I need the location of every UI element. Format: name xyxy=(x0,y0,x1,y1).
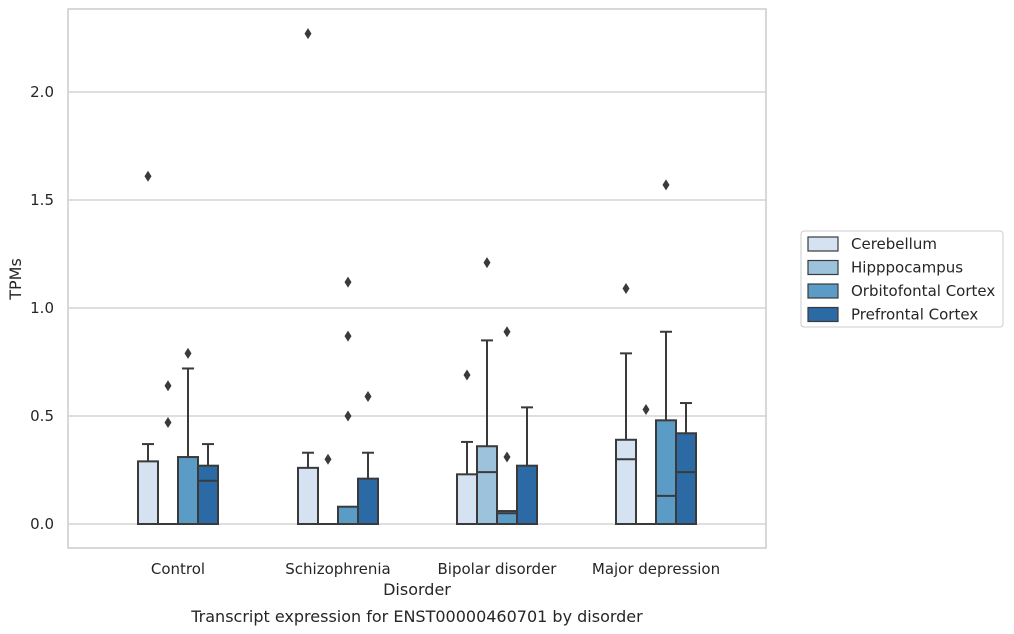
outlier-point xyxy=(642,404,650,416)
legend-item: Cerebellum xyxy=(807,235,937,253)
box-3-2 xyxy=(516,406,538,525)
boxes-layer xyxy=(137,28,697,526)
legend-label: Hipppocampus xyxy=(851,259,963,277)
box-body xyxy=(456,473,478,526)
box-body xyxy=(516,464,538,525)
legend-swatch xyxy=(807,306,839,323)
outlier-point xyxy=(184,347,192,359)
outlier-point xyxy=(344,276,352,288)
outlier-point xyxy=(662,179,670,191)
x-tick-label: Major depression xyxy=(592,560,720,578)
chart-caption: Transcript expression for ENST0000046070… xyxy=(190,607,643,626)
y-tick-label: 0.5 xyxy=(30,407,54,425)
legend-item: Orbitofontal Cortex xyxy=(807,282,995,300)
outlier-point xyxy=(164,416,172,428)
outlier-point xyxy=(503,451,511,463)
y-tick-label: 0.0 xyxy=(30,515,54,533)
box-0-0 xyxy=(137,170,159,525)
x-tick-label: Schizophrenia xyxy=(285,560,390,578)
box-body xyxy=(197,464,219,525)
y-tick-label: 1.5 xyxy=(30,191,54,209)
x-axis-ticks: Control Schizophrenia Bipolar disorder Majo… xyxy=(151,560,720,578)
box-0-1 xyxy=(297,28,319,525)
legend-item: Prefrontal Cortex xyxy=(807,306,978,324)
box-2-2 xyxy=(496,326,518,526)
y-axis-ticks: 0.0 0.5 1.0 1.5 2.0 xyxy=(30,83,54,533)
box-body xyxy=(297,466,319,525)
legend-swatch xyxy=(807,236,839,252)
outlier-point xyxy=(304,28,312,40)
box-body xyxy=(137,460,159,525)
y-tick-label: 1.0 xyxy=(30,299,54,317)
outlier-point xyxy=(364,391,372,403)
box-2-3 xyxy=(655,179,677,526)
box-body xyxy=(357,477,379,526)
x-tick-label: Control xyxy=(151,560,205,578)
box-body xyxy=(337,505,359,526)
x-axis-label: Disorder xyxy=(383,580,451,599)
outlier-point xyxy=(144,170,152,182)
box-1-2 xyxy=(476,257,498,525)
box-2-0 xyxy=(177,347,199,526)
legend-label: Prefrontal Cortex xyxy=(851,306,978,324)
outlier-point xyxy=(483,257,491,269)
legend-label: Cerebellum xyxy=(851,235,937,253)
legend: Cerebellum Hipppocampus Orbitofontal Corte… xyxy=(800,230,1004,328)
outlier-point xyxy=(503,326,511,338)
box-body xyxy=(177,456,199,526)
outlier-point xyxy=(344,410,352,422)
box-body xyxy=(675,432,697,525)
legend-frame xyxy=(800,230,1004,328)
outlier-point xyxy=(463,369,471,381)
box-1-1 xyxy=(317,453,339,526)
legend-item: Hipppocampus xyxy=(807,259,963,277)
box-body xyxy=(655,419,677,526)
outlier-point xyxy=(324,453,332,465)
box-3-1 xyxy=(357,391,379,526)
box-3-0 xyxy=(197,443,219,525)
box-0-3 xyxy=(615,283,637,526)
y-tick-label: 2.0 xyxy=(30,83,54,101)
x-tick-label: Bipolar disorder xyxy=(438,560,558,578)
box-body xyxy=(476,445,498,525)
box-3-3 xyxy=(675,402,697,525)
legend-swatch xyxy=(807,259,839,276)
legend-label: Orbitofontal Cortex xyxy=(851,282,995,300)
y-axis-label: TPMs xyxy=(6,258,25,301)
box-body xyxy=(615,438,637,526)
outlier-point xyxy=(344,330,352,342)
legend-swatch xyxy=(807,283,839,299)
box-1-3 xyxy=(635,404,657,526)
outlier-point xyxy=(622,283,630,295)
box-0-2 xyxy=(456,369,478,526)
plot-frame xyxy=(67,8,767,549)
box-1-0 xyxy=(157,380,179,526)
box-2-1 xyxy=(337,276,359,526)
outlier-point xyxy=(164,380,172,392)
